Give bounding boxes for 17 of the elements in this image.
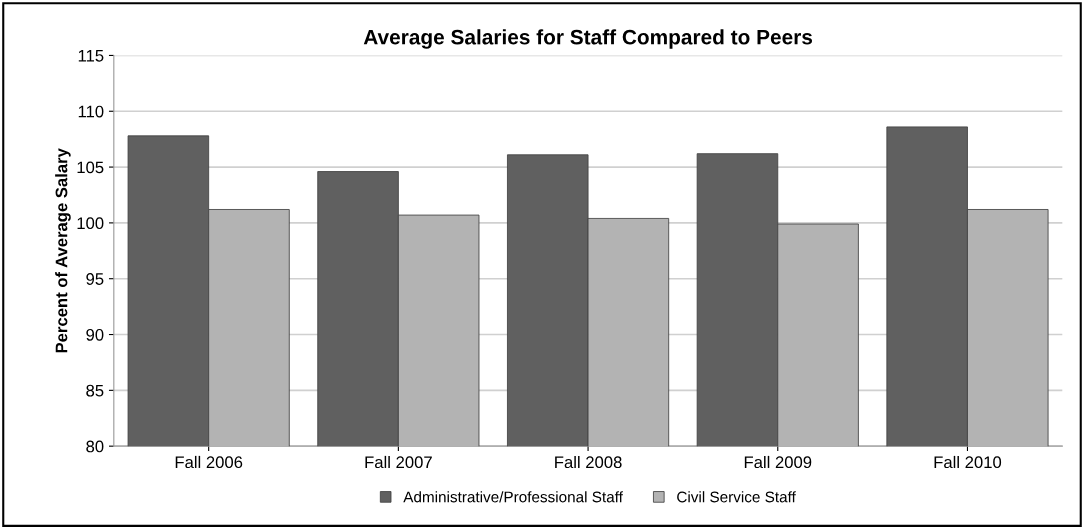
y-tick-label: 90 — [86, 328, 104, 341]
y-axis-title: Percent of Average Salary — [55, 148, 71, 353]
y-tick-label: 115 — [78, 50, 104, 62]
y-tick-label: 100 — [77, 217, 104, 230]
legend-label: Civil Service Staff — [677, 491, 796, 503]
y-tick-label: 80 — [86, 440, 104, 453]
y-tick-label: 110 — [78, 105, 104, 118]
x-tick-label: Fall 2009 — [744, 455, 812, 469]
y-tick-label: 105 — [77, 161, 104, 174]
x-tick-label: Fall 2010 — [934, 455, 1002, 469]
x-tick-label: Fall 2006 — [175, 455, 243, 469]
x-tick-label: Fall 2007 — [365, 455, 432, 469]
y-tick-label: 85 — [86, 384, 104, 397]
y-tick-label: 95 — [86, 273, 104, 285]
legend-label: Administrative/Professional Staff — [403, 491, 623, 503]
chart-title: Average Salaries for Staff Compared to Peers — [363, 29, 813, 49]
x-tick-label: Fall 2008 — [555, 455, 622, 469]
